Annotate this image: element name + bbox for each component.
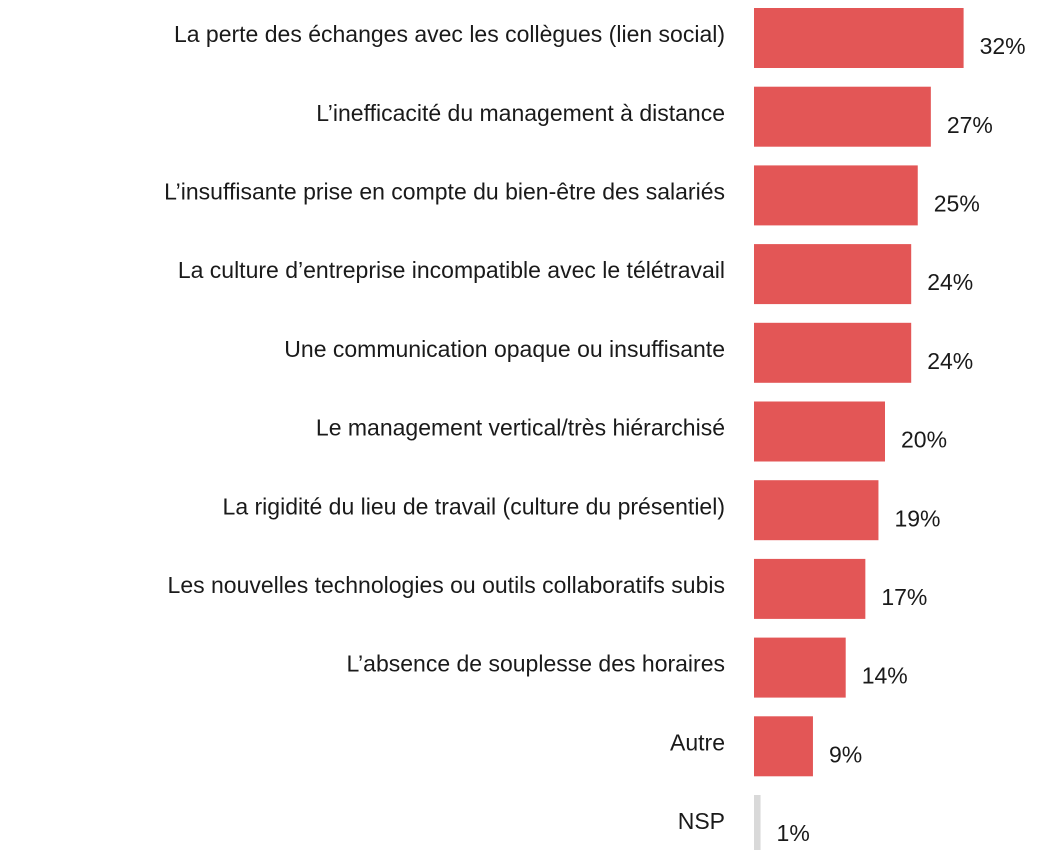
category-label: Autre [670, 729, 725, 755]
value-label: 24% [927, 269, 973, 295]
category-label: L’absence de souplesse des horaires [347, 651, 725, 677]
value-label: 17% [881, 584, 927, 610]
value-label: 27% [947, 112, 993, 138]
category-label: Les nouvelles technologies ou outils col… [168, 572, 725, 598]
value-label: 32% [980, 33, 1026, 59]
bar [754, 401, 885, 462]
bar [754, 322, 912, 383]
bar [754, 637, 846, 698]
value-label: 14% [862, 663, 908, 689]
category-label: La rigidité du lieu de travail (culture … [223, 493, 725, 519]
value-label: 20% [901, 427, 947, 453]
bar [754, 244, 912, 305]
value-label: 19% [894, 505, 940, 531]
bar [754, 86, 931, 147]
category-label: NSP [678, 808, 725, 834]
value-label: 24% [927, 348, 973, 374]
bar [754, 716, 813, 777]
value-label: 25% [934, 190, 980, 216]
bar [754, 480, 879, 541]
category-label: L’inefficacité du management à distance [316, 100, 725, 126]
category-label: La culture d’entreprise incompatible ave… [178, 257, 725, 283]
category-label: La perte des échanges avec les collègues… [174, 21, 725, 47]
bar [754, 795, 761, 850]
category-label: Le management vertical/très hiérarchisé [316, 415, 725, 441]
bar [754, 165, 918, 226]
value-label: 9% [829, 741, 862, 767]
value-label: 1% [777, 820, 810, 846]
bar [754, 558, 866, 619]
bar [754, 8, 964, 68]
category-label: L’insuffisante prise en compte du bien-ê… [164, 178, 725, 204]
category-label: Une communication opaque ou insuffisante [284, 336, 725, 362]
